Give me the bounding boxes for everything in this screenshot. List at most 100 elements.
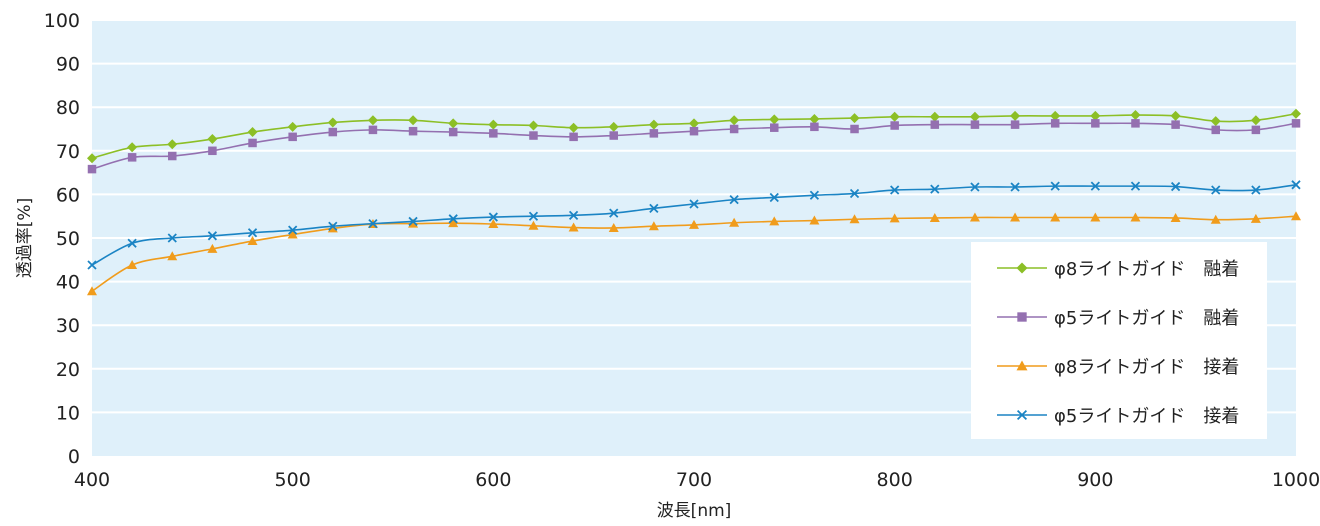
data-point	[167, 233, 177, 243]
data-point	[247, 228, 258, 238]
data-point	[609, 131, 618, 140]
data-point	[1016, 360, 1028, 371]
data-point	[327, 223, 338, 233]
data-point	[1091, 119, 1100, 128]
x-tick-label: 600	[475, 469, 511, 491]
data-point	[809, 113, 820, 124]
data-point	[488, 219, 499, 229]
data-point	[729, 115, 740, 126]
legend-item: φ5ライトガイド 融着	[997, 308, 1239, 329]
data-point	[408, 115, 419, 126]
data-point	[1090, 212, 1101, 222]
data-point	[529, 131, 538, 140]
data-point	[408, 218, 419, 228]
data-point	[969, 111, 980, 122]
data-point	[368, 218, 378, 229]
y-tick-label: 10	[56, 402, 80, 424]
x-tick-label: 1000	[1272, 469, 1320, 491]
data-point	[488, 212, 498, 222]
data-point	[528, 211, 539, 221]
data-point	[207, 231, 218, 241]
data-point	[1170, 212, 1181, 222]
data-point	[608, 121, 619, 132]
series	[87, 108, 1301, 164]
data-point	[1251, 185, 1261, 195]
data-point	[287, 121, 298, 132]
data-point	[809, 190, 820, 200]
data-point	[168, 151, 177, 161]
data-point	[849, 113, 860, 124]
data-point	[929, 212, 940, 222]
data-point	[528, 120, 539, 131]
data-point	[1016, 409, 1028, 421]
data-point	[87, 286, 97, 296]
x-tick-label: 400	[74, 469, 110, 491]
data-point	[689, 219, 699, 229]
data-point	[328, 127, 338, 137]
data-point	[247, 236, 258, 246]
data-point	[1210, 214, 1221, 224]
data-point	[367, 115, 378, 126]
data-point	[1250, 115, 1261, 126]
data-point	[930, 184, 940, 194]
series	[87, 180, 1301, 270]
data-point	[87, 164, 97, 174]
data-point	[1050, 119, 1060, 128]
data-point	[528, 220, 539, 230]
data-point	[1211, 125, 1220, 135]
data-point	[207, 134, 218, 145]
data-point	[448, 218, 459, 228]
data-point	[569, 132, 578, 142]
data-point	[167, 251, 178, 261]
data-point	[408, 216, 418, 227]
data-point	[729, 194, 739, 205]
data-point	[167, 139, 178, 150]
y-tick-label: 70	[56, 141, 80, 163]
data-point	[1291, 180, 1301, 190]
legend-item: φ8ライトガイド 接着	[997, 357, 1239, 378]
data-point	[1010, 212, 1021, 222]
data-point	[1130, 110, 1141, 121]
x-tick-label: 900	[1077, 469, 1113, 491]
data-point	[568, 222, 579, 232]
data-point	[1251, 125, 1261, 135]
data-point	[729, 217, 740, 227]
data-point	[127, 238, 137, 248]
legend-label: φ5ライトガイド 融着	[1054, 308, 1239, 329]
data-point	[448, 127, 458, 137]
data-point	[609, 208, 619, 218]
data-point	[207, 243, 218, 253]
data-point	[608, 222, 619, 232]
data-point	[127, 153, 137, 162]
data-point	[448, 118, 459, 129]
y-axis-label: 透過率[%]	[15, 198, 35, 278]
data-point	[328, 221, 338, 231]
data-point	[1131, 119, 1140, 128]
legend-label: φ5ライトガイド 接着	[1054, 406, 1239, 427]
data-point	[1170, 181, 1181, 192]
legend: φ8ライトガイド 融着 φ5ライトガイド 融着 φ8ライトガイド 接着 φ5ライトガイ…	[971, 242, 1267, 439]
data-point	[127, 142, 138, 153]
data-point	[769, 192, 779, 203]
data-point	[970, 182, 980, 192]
data-point	[1291, 119, 1301, 128]
data-point	[1016, 262, 1028, 274]
data-point	[689, 199, 699, 209]
y-tick-label: 90	[56, 54, 80, 76]
legend-item: φ8ライトガイド 融着	[997, 259, 1239, 280]
data-point	[1291, 211, 1301, 221]
data-point	[1250, 213, 1261, 223]
data-point	[208, 146, 217, 156]
data-point	[488, 119, 499, 130]
data-point	[769, 114, 780, 125]
y-tick-label: 60	[56, 184, 80, 206]
y-tick-label: 40	[56, 272, 80, 294]
data-point	[1050, 212, 1061, 222]
data-point	[127, 260, 138, 270]
data-point	[1010, 110, 1021, 121]
data-point	[649, 129, 659, 138]
data-point	[287, 229, 298, 239]
data-point	[770, 123, 779, 132]
data-point	[1090, 110, 1101, 121]
